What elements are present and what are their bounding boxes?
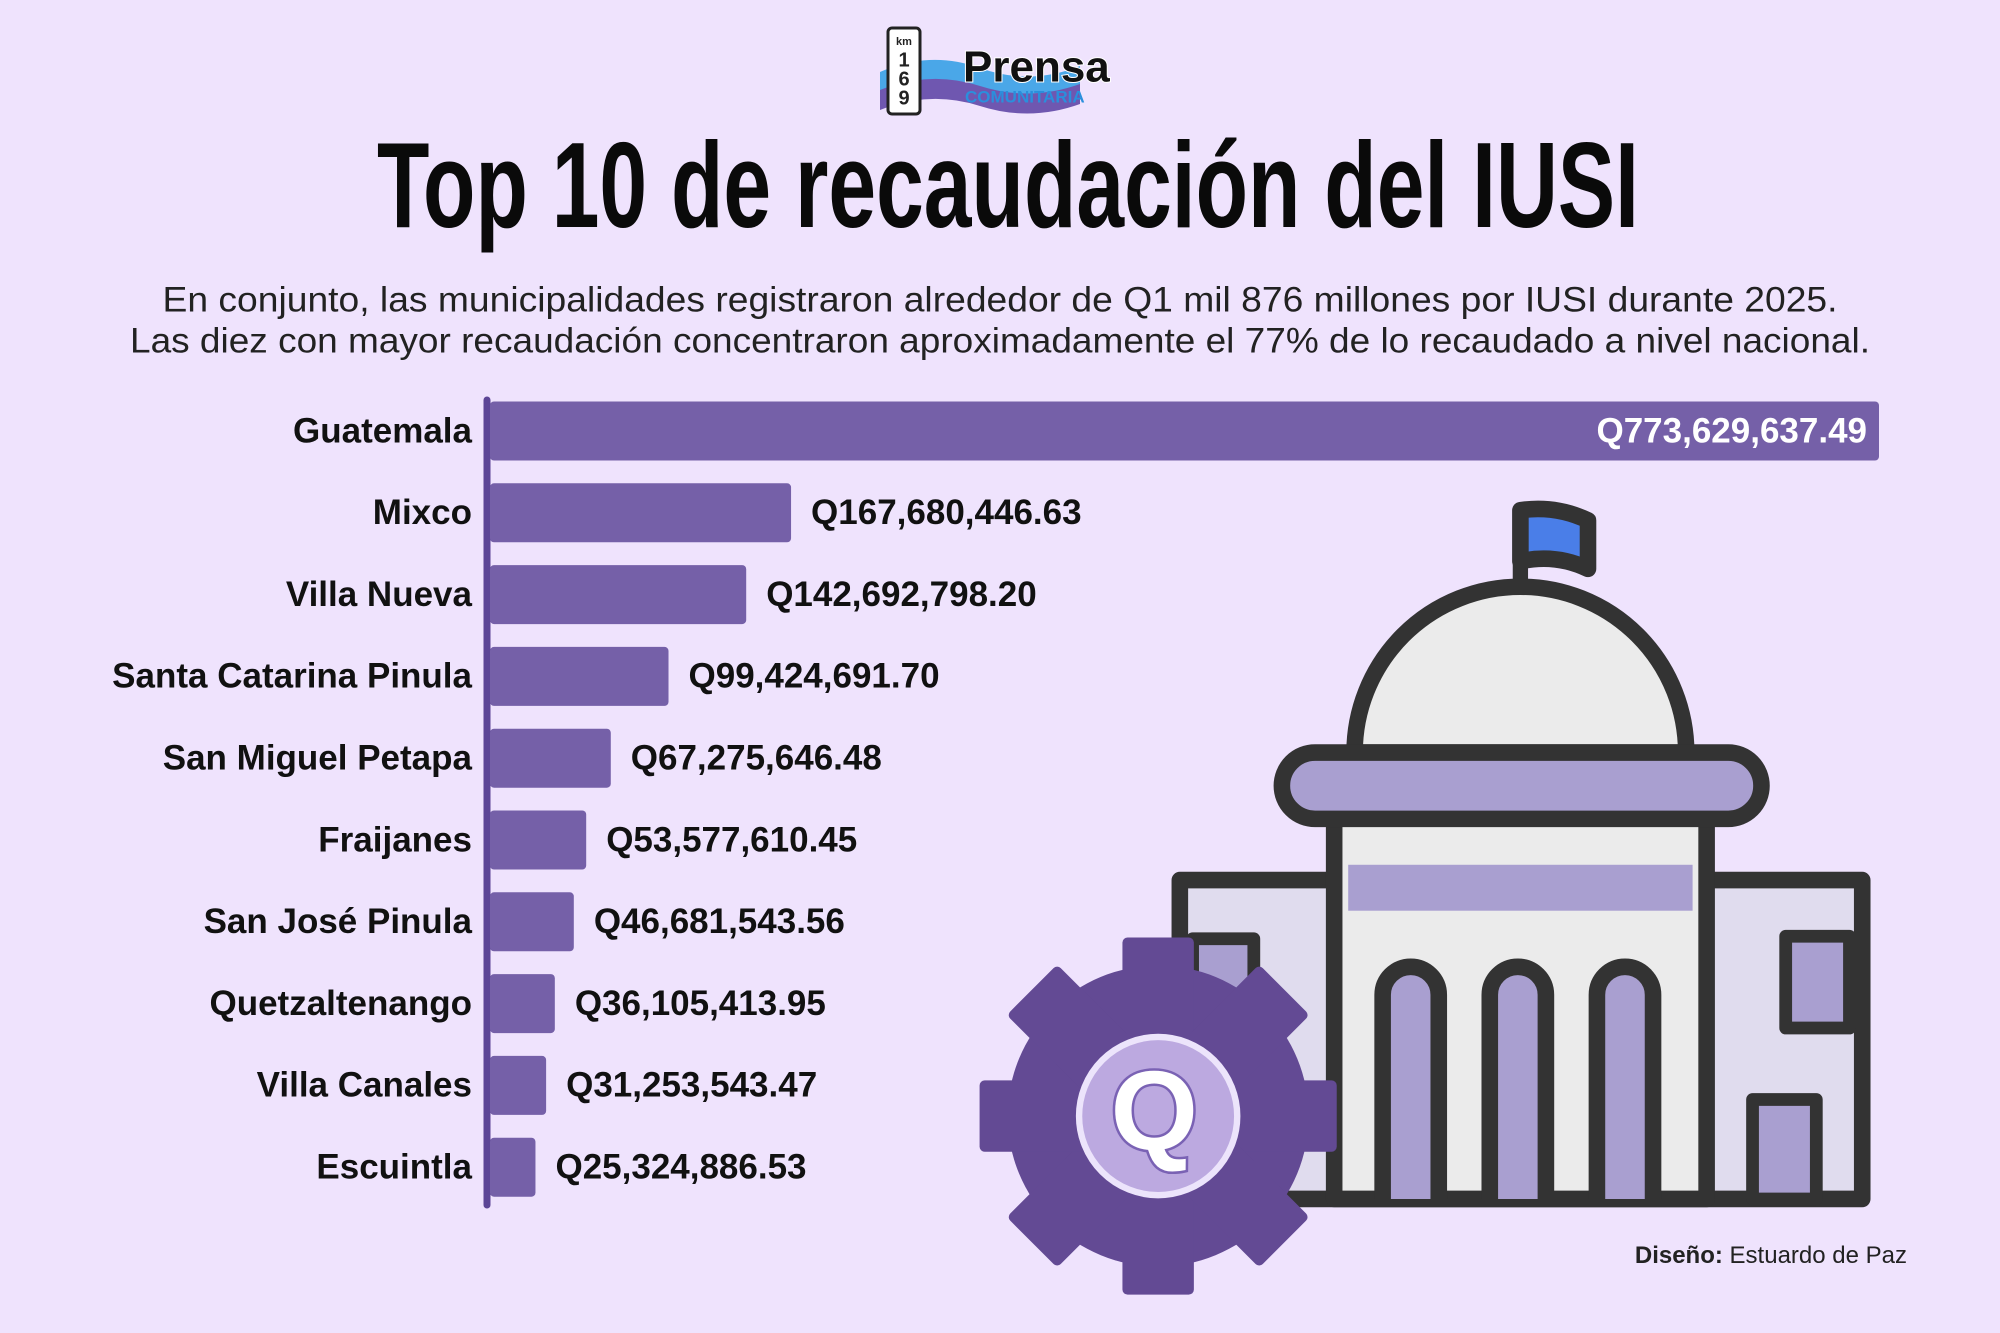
credit-label: Diseño: (1635, 1242, 1723, 1269)
category-label: Escuintla (316, 1147, 472, 1186)
logo-name: Prensa (963, 43, 1110, 92)
category-label: Santa Catarina Pinula (112, 657, 472, 696)
logo-sign-text: 9 (898, 87, 909, 109)
window (1779, 929, 1856, 1035)
currency-letter: Q (1111, 1048, 1198, 1174)
value-label: Q142,692,798.20 (766, 575, 1037, 614)
logo-sign-text: km (896, 36, 912, 48)
bar (490, 401, 1879, 461)
category-label: Fraijanes (318, 820, 472, 859)
subtitle: Las diez con mayor recaudación concentra… (130, 321, 1870, 360)
value-label: Q99,424,691.70 (689, 657, 940, 696)
gear-hub (1075, 1033, 1241, 1199)
value-label: Q36,105,413.95 (575, 984, 826, 1023)
category-label: Quetzaltenango (209, 984, 472, 1023)
bar (490, 892, 574, 952)
bar (490, 1137, 536, 1197)
category-label: Guatemala (293, 411, 472, 450)
logo-sign-text: 1 (898, 49, 909, 71)
subtitle: En conjunto, las municipalidades registr… (163, 280, 1838, 319)
column (1588, 958, 1662, 1199)
category-label: Mixco (373, 493, 472, 532)
value-label: Q25,324,886.53 (555, 1147, 806, 1186)
bar (490, 483, 792, 543)
category-label: Villa Canales (257, 1066, 472, 1105)
chart-title: Top 10 de recaudación del IUSI (377, 117, 1639, 253)
value-label: Q53,577,610.45 (606, 820, 857, 859)
gear-illustration: Q (979, 937, 1337, 1295)
category-label: San José Pinula (204, 902, 473, 941)
door (1746, 1093, 1823, 1206)
flag (1512, 500, 1597, 578)
category-label: San Miguel Petapa (163, 738, 473, 777)
logo-wave (880, 59, 1080, 103)
credit: Diseño: Estuardo de Paz (1635, 1242, 1907, 1269)
value-label: Q31,253,543.47 (566, 1066, 817, 1105)
value-label: Q167,680,446.63 (811, 493, 1082, 532)
value-label: Q67,275,646.48 (631, 738, 882, 777)
cornice (1273, 744, 1770, 828)
bar (490, 728, 611, 788)
category-label: Villa Nueva (286, 575, 473, 614)
dome (1346, 578, 1695, 761)
logo: km 1 6 9 Prensa COMUNITARIA (880, 26, 1111, 116)
logo-tagline: COMUNITARIA (965, 87, 1085, 106)
value-label: Q773,629,637.49 (1596, 411, 1867, 450)
frieze (1348, 864, 1693, 911)
bar (490, 646, 669, 706)
logo-sign-text: 6 (898, 68, 909, 90)
logo-wave (880, 78, 1080, 114)
value-label: Q46,681,543.56 (594, 902, 845, 941)
bar (490, 565, 747, 625)
bar (490, 974, 555, 1034)
credit-name: Estuardo de Paz (1730, 1242, 1907, 1269)
column (1481, 958, 1555, 1199)
column (1374, 958, 1448, 1199)
bar (490, 810, 587, 870)
bar (490, 1055, 547, 1115)
logo-sign (886, 26, 922, 116)
